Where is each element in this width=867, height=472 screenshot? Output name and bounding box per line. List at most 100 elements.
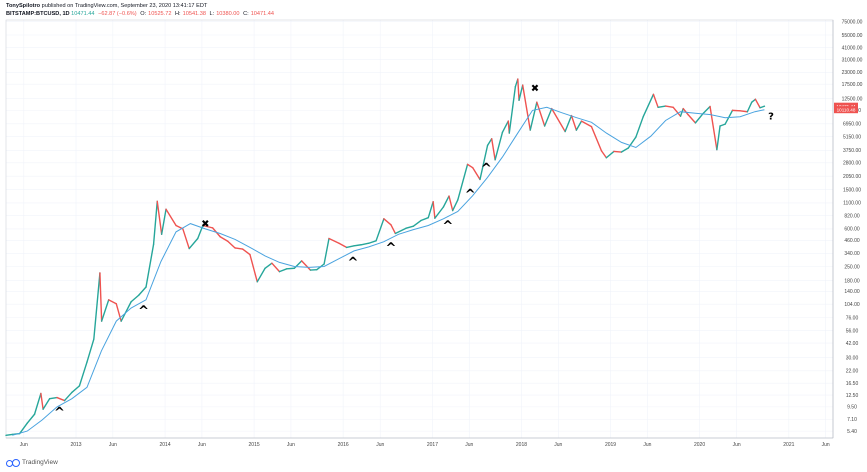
price-segment — [521, 84, 531, 131]
price-segment — [605, 150, 615, 159]
annotation-layer: ^ ^ ✖ ^ ^ ^ ^ ^ ✖? — [54, 83, 774, 420]
x-tick-label: Jun — [198, 442, 206, 448]
price-segment — [108, 299, 117, 305]
x-tick-label: Jun — [376, 442, 384, 448]
price-segment — [672, 106, 682, 117]
price-segment — [479, 144, 489, 181]
price-segment — [271, 262, 281, 273]
price-segment — [570, 114, 578, 131]
published-info: published on TradingView.com, September … — [41, 3, 208, 9]
price-segment — [383, 218, 392, 226]
y-tick-label: 55000.00 — [842, 33, 863, 39]
price-segment — [412, 219, 422, 227]
price-segment — [56, 396, 66, 402]
y-tick-label: 180.00 — [844, 278, 860, 284]
y-tick-label: 30.00 — [846, 355, 859, 361]
y-tick-label: 22.00 — [846, 369, 859, 375]
y-tick-label: 23000.00 — [842, 70, 863, 76]
y-tick-label: 820.00 — [844, 213, 860, 219]
price-segment — [405, 225, 415, 229]
price-tag-layer: 10471.4410110.48 — [834, 102, 858, 114]
y-tick-label: 5.40 — [847, 429, 857, 435]
x-tick-label: 2017 — [427, 442, 438, 448]
close-label: C: — [243, 10, 249, 17]
x-tick-label: Jun — [643, 442, 651, 448]
chart-header: TonySpilotro published on TradingView.co… — [6, 3, 276, 18]
x-tick-label: 2019 — [605, 442, 616, 448]
price-segment — [635, 115, 644, 138]
price-segment — [642, 93, 655, 118]
brand-name[interactable]: TradingView — [22, 458, 58, 466]
x-tick-label: Jun — [822, 442, 830, 448]
y-tick-label: 104.00 — [844, 302, 860, 308]
price-segment — [227, 240, 236, 249]
y-tick-label: 460.00 — [844, 238, 860, 244]
price-segment — [442, 195, 450, 208]
price-segment — [278, 268, 288, 273]
price-segment — [160, 208, 167, 235]
close-value: 10471.44 — [250, 10, 275, 17]
price-segment — [420, 216, 429, 222]
publisher-name[interactable]: TonySpilotro — [6, 3, 41, 9]
last-price: 10471.44 — [71, 10, 95, 17]
price-segment — [551, 107, 566, 133]
price-segment — [234, 247, 244, 250]
price-segment — [202, 224, 214, 229]
moving-average-line — [12, 106, 765, 436]
price-segment — [471, 166, 481, 181]
high-value: 10541.38 — [182, 10, 206, 17]
publisher-line: TonySpilotro published on TradingView.co… — [6, 3, 276, 11]
y-tick-label: 6950.00 — [843, 122, 861, 128]
price-segment — [286, 267, 296, 270]
y-tick-label: 9.50 — [847, 405, 857, 411]
price-segment — [517, 78, 520, 102]
y-tick-label: 41000.00 — [842, 45, 863, 51]
price-segment — [86, 338, 95, 363]
price-segment — [694, 112, 704, 124]
price-segment — [323, 237, 330, 265]
price-segment — [491, 138, 496, 161]
y-tick-label: 340.00 — [844, 251, 860, 257]
price-segment — [241, 248, 251, 256]
y-tick-label: 7.10 — [847, 417, 857, 423]
price-segment — [664, 105, 674, 109]
price-segment — [18, 422, 28, 435]
price-segment — [188, 237, 199, 250]
x-tick-label: 2021 — [783, 442, 794, 448]
price-segment — [145, 243, 155, 288]
price-segment — [328, 237, 340, 244]
price-segment — [679, 107, 684, 117]
price-segment — [48, 396, 58, 400]
price-segment — [264, 262, 273, 269]
price-axis[interactable]: 75000.00 55000.00 41000.00 31000.00 23000.00… — [842, 19, 863, 434]
price-segment — [300, 260, 312, 271]
symbol-label[interactable]: BITSTAMP:BTCUSD, 1D — [6, 10, 70, 17]
x-tick-label: 2020 — [694, 442, 705, 448]
price-segment — [353, 244, 362, 247]
cross-icon: ✖ — [201, 219, 209, 230]
price-segment — [543, 107, 553, 127]
price-segment — [508, 85, 517, 134]
price-segment — [501, 120, 509, 133]
price-segment — [345, 245, 355, 249]
series-layer — [5, 78, 766, 436]
price-segment — [457, 163, 469, 201]
y-tick-label: 140.00 — [844, 289, 860, 295]
y-tick-label: 16.50 — [846, 381, 859, 387]
ohlc-line: BITSTAMP:BTCUSD, 1D 10471.44 −62.87 (−0.… — [6, 11, 276, 19]
price-segment — [751, 98, 757, 103]
price-tag-label: 10110.48 — [837, 107, 856, 112]
price-segment — [432, 201, 436, 219]
price-segment — [152, 200, 158, 245]
price-segment — [494, 131, 504, 161]
y-tick-label: 250.00 — [844, 264, 860, 270]
high-label: H: — [175, 10, 181, 17]
price-segment — [78, 361, 88, 387]
x-tick-label: 2014 — [159, 442, 170, 448]
time-axis[interactable]: Jun 2013 Jun 2014 Jun 2015 Jun 2016 Jun 2017 Jun 20… — [20, 442, 830, 448]
price-segment — [716, 125, 721, 151]
x-tick-label: 2018 — [516, 442, 527, 448]
price-segment — [486, 138, 493, 147]
price-segment — [448, 195, 454, 212]
